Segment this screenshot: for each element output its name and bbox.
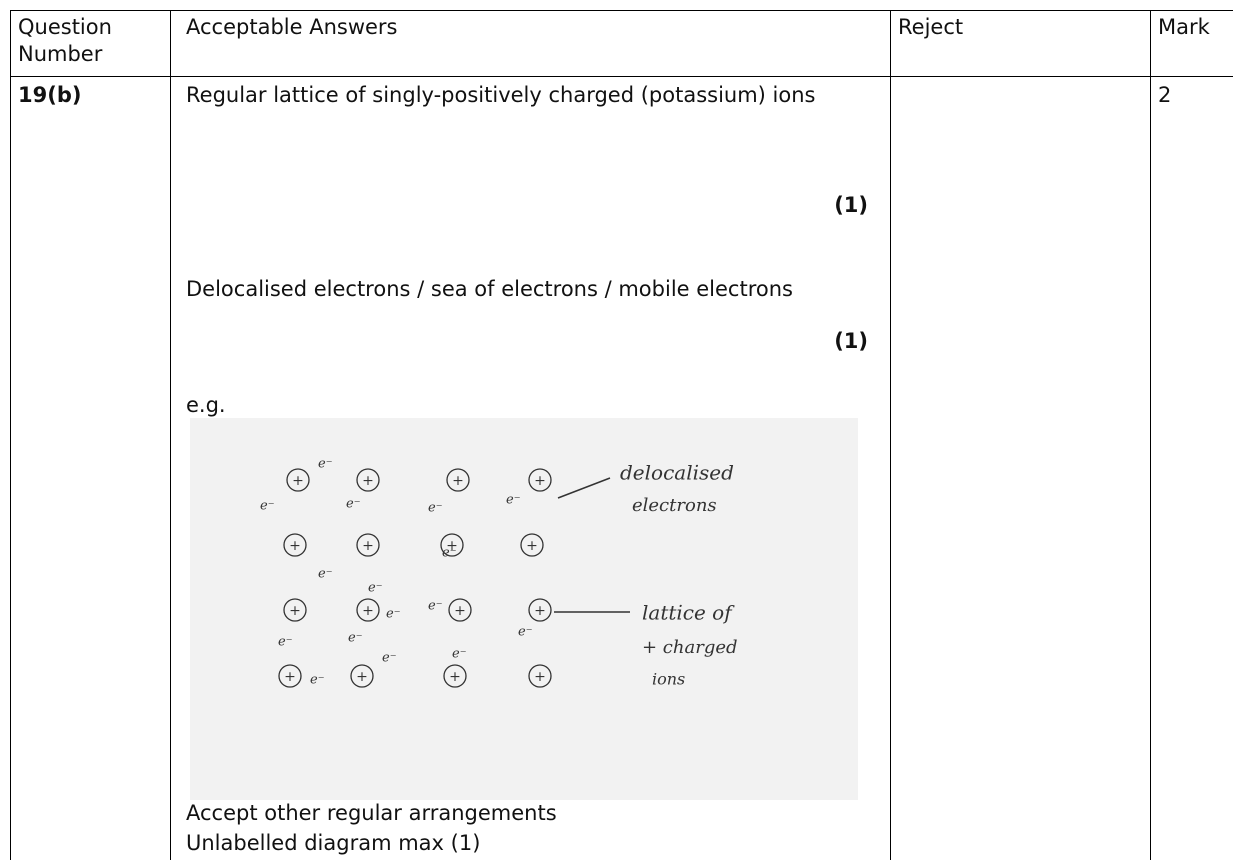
ion-charge: + [292, 473, 304, 489]
electron: e⁻ [518, 625, 533, 640]
electron: e⁻ [346, 497, 361, 512]
border [10, 10, 1233, 11]
ion-charge: + [289, 538, 301, 554]
question-number: 19(b) [18, 83, 82, 107]
ion-charge: + [452, 473, 464, 489]
example-label: e.g. [186, 393, 226, 417]
ion-charge: + [289, 603, 301, 619]
electron: e⁻ [452, 647, 467, 662]
ion [520, 533, 544, 557]
electron: e⁻ [442, 546, 457, 561]
ion-charge: + [446, 538, 458, 554]
ion [356, 598, 380, 622]
border [10, 76, 1233, 77]
diagram-label: delocalised [620, 461, 734, 485]
ion [356, 468, 380, 492]
ion [278, 664, 302, 688]
point-mark: (1) [834, 193, 868, 217]
ion [283, 533, 307, 557]
ion [528, 598, 552, 622]
ion [528, 664, 552, 688]
diagram-label: lattice of [642, 601, 735, 625]
diagram-label: ions [652, 670, 685, 689]
leader-line [557, 477, 611, 499]
ion-charge: + [362, 603, 374, 619]
ion [446, 468, 470, 492]
header-cell: Reject [898, 15, 964, 39]
ion-charge: + [449, 669, 461, 685]
ion-charge: + [534, 473, 546, 489]
diagram: delocalised electrons lattice of + charg… [190, 418, 858, 800]
ion [356, 533, 380, 557]
ion [443, 664, 467, 688]
electron: e⁻ [428, 599, 443, 614]
electron: e⁻ [386, 607, 401, 622]
ion-charge: + [534, 669, 546, 685]
answer-point: Delocalised electrons / sea of electrons… [186, 277, 793, 301]
point-mark: (1) [834, 329, 868, 353]
border [10, 10, 11, 860]
diagram-background [190, 418, 858, 800]
ion-charge: + [454, 603, 466, 619]
electron: e⁻ [506, 493, 521, 508]
diagram-label: + charged [642, 637, 738, 658]
electron: e⁻ [318, 457, 333, 472]
ion [283, 598, 307, 622]
ion [528, 468, 552, 492]
header-cell: Question Number [18, 15, 112, 66]
electron: e⁻ [428, 501, 443, 516]
ion [440, 533, 464, 557]
ion-charge: + [534, 603, 546, 619]
electron: e⁻ [368, 581, 383, 596]
ion [448, 598, 472, 622]
ion [350, 664, 374, 688]
electron: e⁻ [318, 567, 333, 582]
ion-charge: + [362, 538, 374, 554]
border [170, 10, 171, 860]
electron: e⁻ [310, 673, 325, 688]
mark: 2 [1158, 83, 1172, 107]
ion-charge: + [526, 538, 538, 554]
note: Accept other regular arrangements [186, 801, 557, 825]
note: Unlabelled diagram max (1) [186, 831, 481, 855]
ion [286, 468, 310, 492]
border [1150, 10, 1151, 860]
electron: e⁻ [382, 651, 397, 666]
electron: e⁻ [348, 631, 363, 646]
ion-charge: + [362, 473, 374, 489]
header-cell: Acceptable Answers [186, 15, 398, 39]
diagram-label: electrons [632, 495, 717, 516]
ion-charge: + [284, 669, 296, 685]
border [890, 10, 891, 860]
ion-charge: + [356, 669, 368, 685]
answer-point: Regular lattice of singly-positively cha… [186, 83, 816, 107]
electron: e⁻ [278, 635, 293, 650]
electron: e⁻ [260, 499, 275, 514]
header-cell: Mark [1158, 15, 1210, 39]
